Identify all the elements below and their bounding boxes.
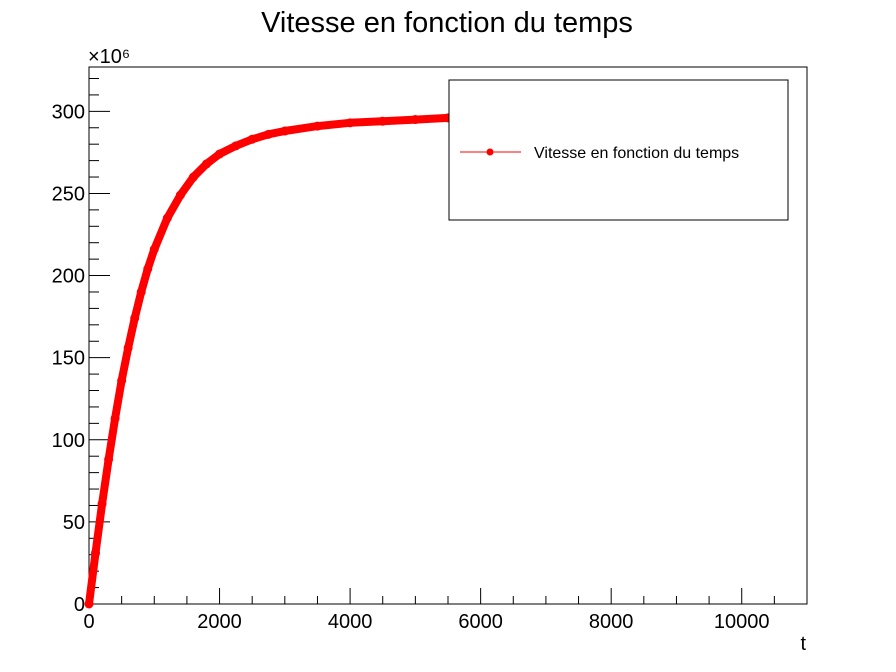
x-tick-label: 6000 <box>458 611 503 633</box>
x-tick-label: 0 <box>83 611 94 633</box>
legend-point-marker <box>486 148 494 156</box>
data-point <box>188 172 198 182</box>
y-tick-label: 150 <box>52 348 85 370</box>
series-line <box>85 113 452 608</box>
data-point <box>143 264 153 274</box>
data-point <box>104 454 114 464</box>
data-point <box>280 126 290 136</box>
x-axis-label: t <box>800 633 806 655</box>
data-point <box>130 313 140 323</box>
data-point <box>247 134 257 144</box>
x-tick-label: 8000 <box>589 611 634 633</box>
data-point <box>123 343 133 353</box>
data-point <box>136 287 146 297</box>
x-tick-label: 10000 <box>714 611 770 633</box>
y-tick-label: 50 <box>63 512 85 534</box>
x-tick-label: 2000 <box>197 611 242 633</box>
data-point <box>97 499 107 509</box>
data-point <box>201 159 211 169</box>
data-point <box>312 121 322 131</box>
y-tick-label: 100 <box>52 430 85 452</box>
data-point <box>117 376 127 386</box>
x-tick-label: 4000 <box>328 611 373 633</box>
legend-label: Vitesse en fonction du temps <box>534 145 739 162</box>
data-point <box>149 244 159 254</box>
series-layer <box>84 113 453 609</box>
y-tick-label: 0 <box>74 594 85 616</box>
y-axis-multiplier: ×10⁶ <box>88 46 130 68</box>
y-tick-label: 200 <box>52 266 85 288</box>
data-point <box>345 118 355 128</box>
data-point <box>410 115 420 125</box>
data-point <box>91 548 101 558</box>
data-point <box>84 599 94 609</box>
data-point <box>378 116 388 126</box>
data-point <box>175 190 185 200</box>
data-point <box>264 129 273 139</box>
data-point <box>162 213 172 223</box>
data-point <box>215 149 225 159</box>
legend-box <box>448 79 789 221</box>
y-tick-label: 300 <box>52 101 85 123</box>
data-point <box>110 413 120 423</box>
y-tick-label: 250 <box>52 183 85 205</box>
chart-title: Vitesse en fonction du temps <box>261 7 633 39</box>
data-point <box>231 141 241 151</box>
legend: Vitesse en fonction du temps <box>448 79 789 221</box>
ticks: 0 2000 4000 6000 8000 10000 0 50 100 150 200 250 300 <box>52 77 808 633</box>
